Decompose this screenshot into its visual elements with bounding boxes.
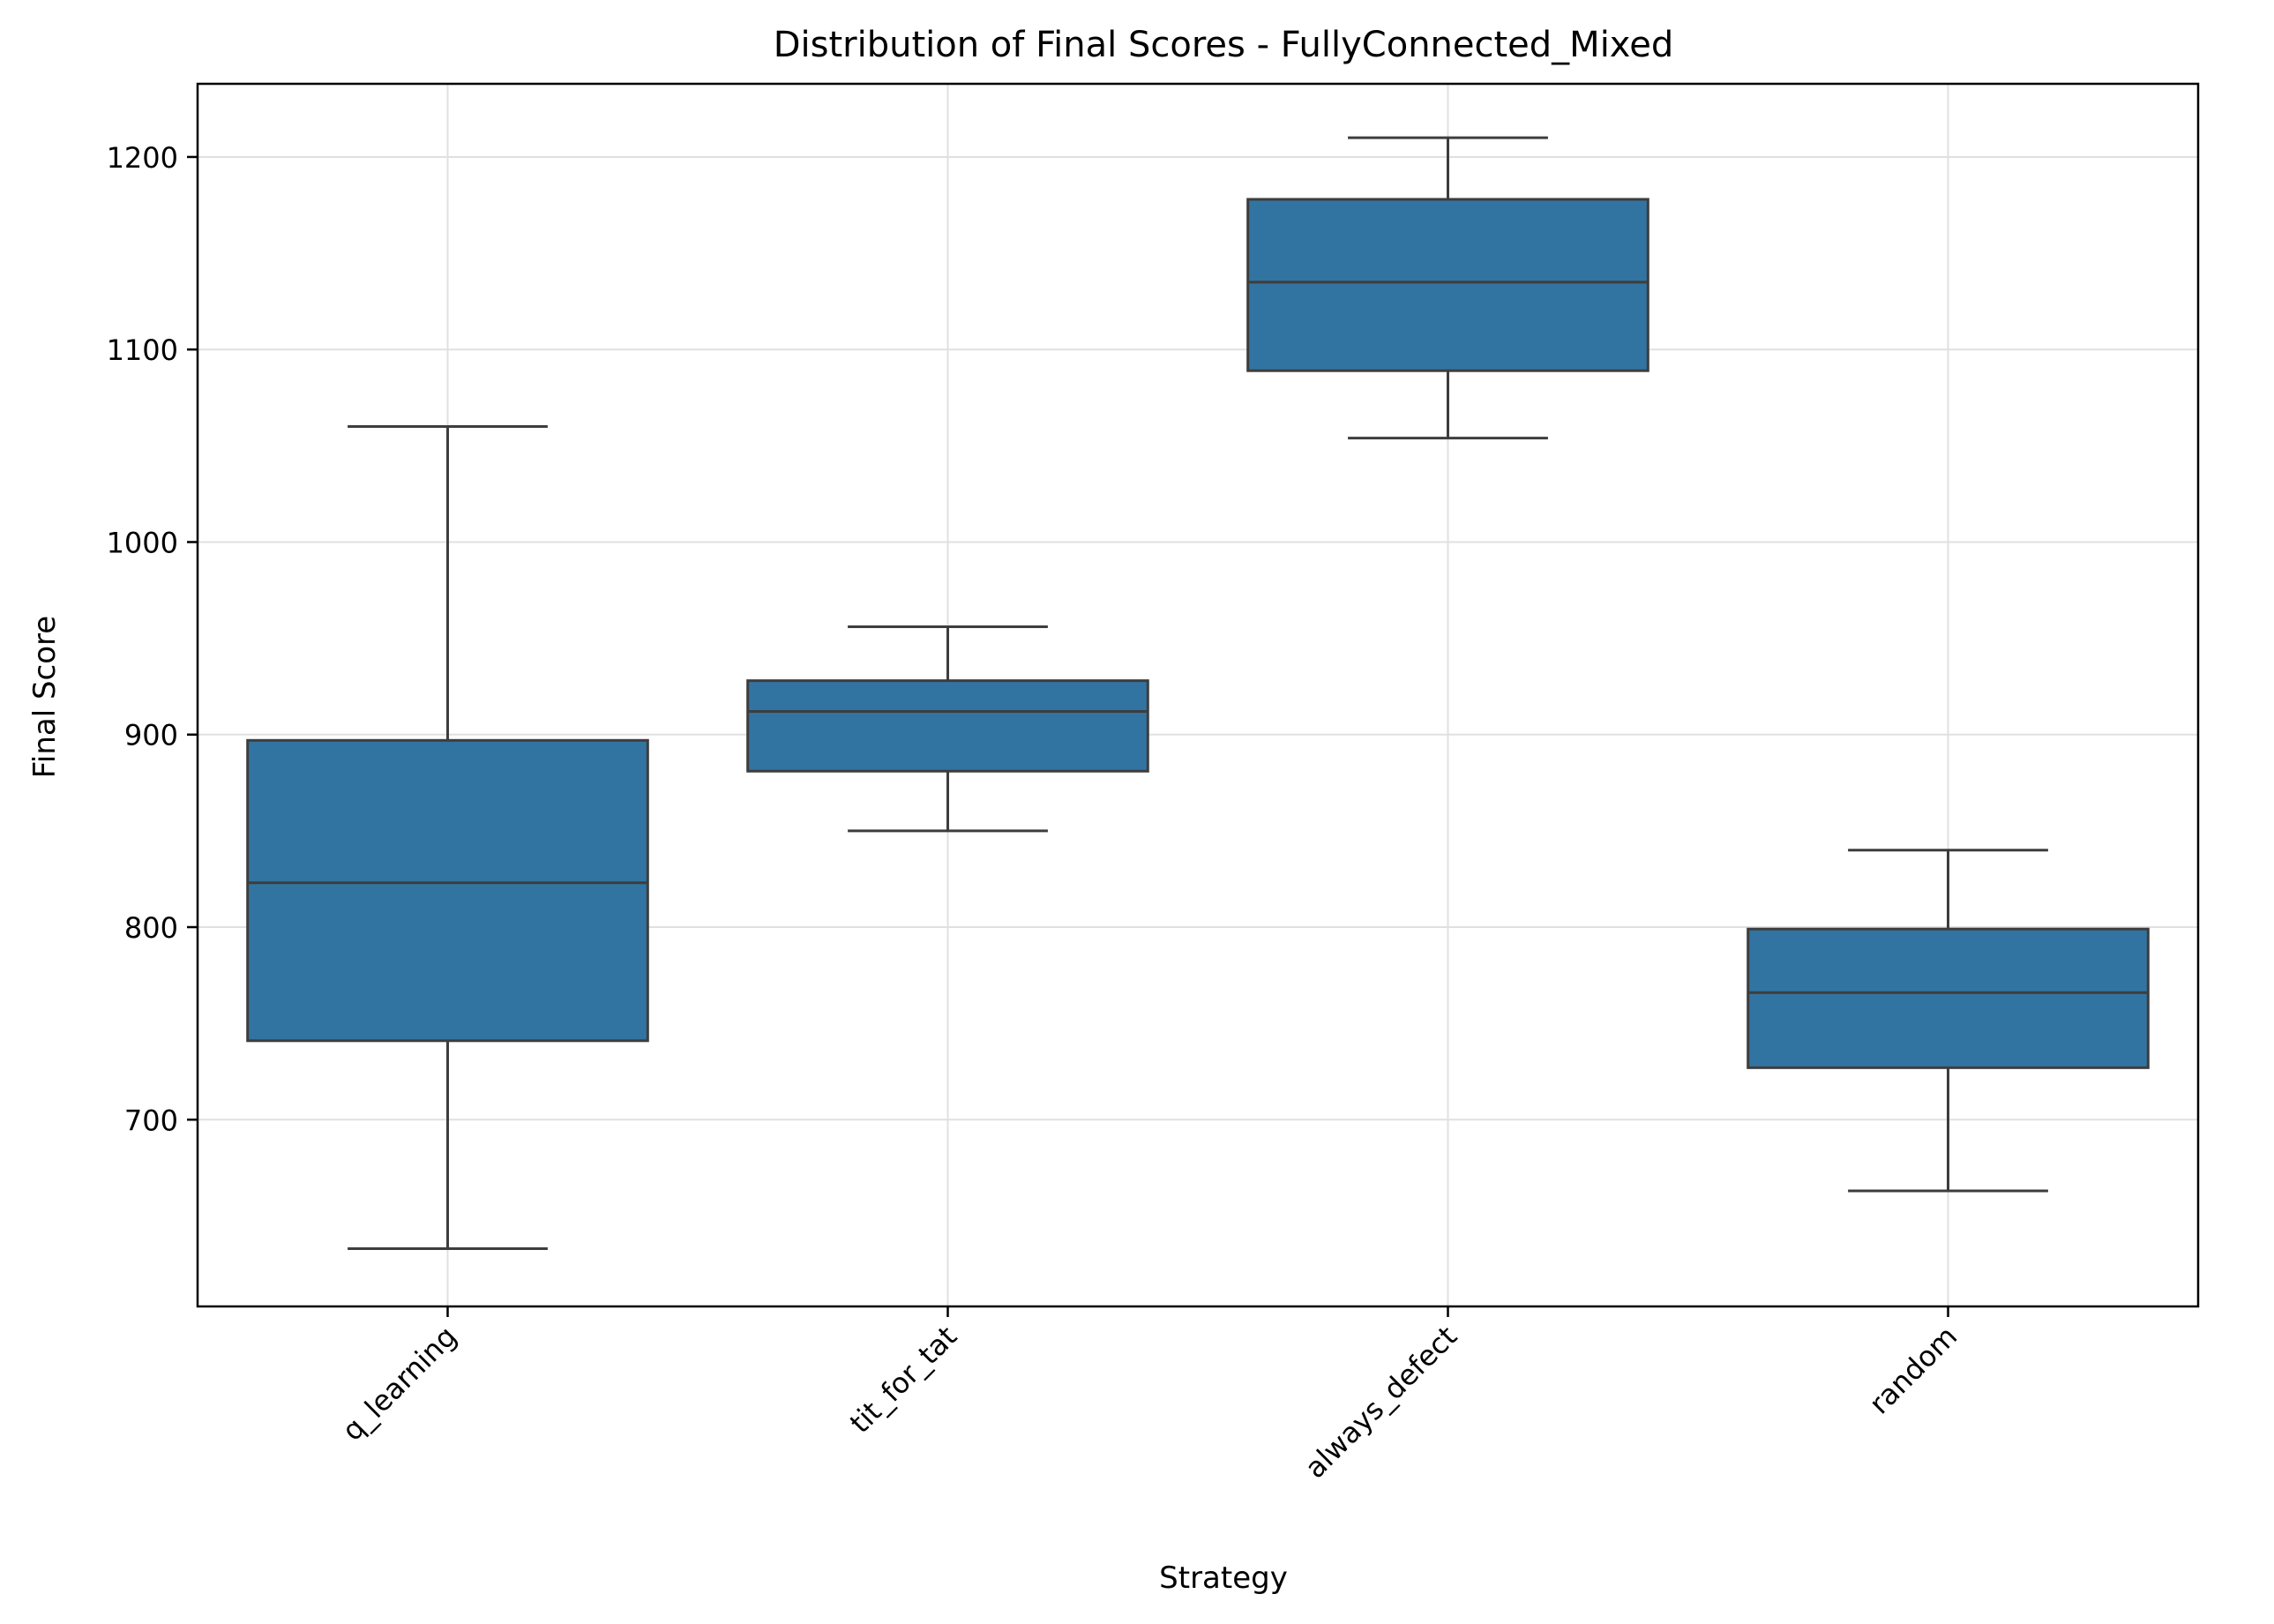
y-tick-label: 700 [124, 1104, 178, 1137]
chart-title: Distribution of Final Scores - FullyConn… [774, 25, 1674, 65]
y-tick-label: 800 [124, 911, 178, 945]
y-tick-label: 900 [124, 719, 178, 752]
box-iqr [1246, 198, 1649, 372]
x-axis-label: Strategy [1159, 1560, 1288, 1596]
box-q_learning [246, 425, 649, 1251]
y-axis-label: Final Score [27, 616, 63, 778]
x-tick-label: q_learning [335, 1320, 463, 1448]
grid-lines [198, 84, 2198, 1306]
x-tick-label: always_defect [1298, 1320, 1463, 1485]
box-random [1747, 849, 2150, 1193]
box-iqr [246, 738, 649, 1043]
box-always_defect [1246, 136, 1649, 440]
y-tick-label: 1200 [107, 141, 178, 175]
box-iqr [1747, 927, 2150, 1069]
y-tick-label: 1000 [107, 526, 178, 559]
y-tick-label: 1100 [107, 333, 178, 367]
box-tit_for_tat [746, 625, 1149, 833]
box-iqr [746, 679, 1149, 773]
x-tick-label: tit_for_tat [843, 1320, 963, 1440]
plot-frame [196, 82, 2200, 1308]
x-tick-label: random [1863, 1320, 1964, 1421]
box-series [246, 136, 2150, 1251]
